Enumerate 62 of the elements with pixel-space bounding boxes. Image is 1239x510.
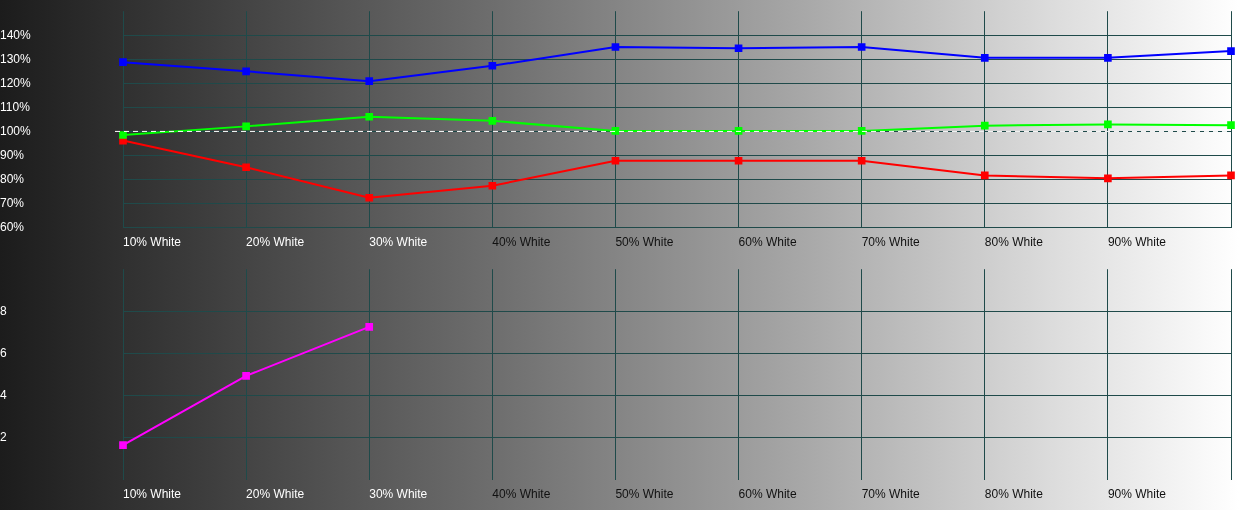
y-tick-label: 2 — [0, 429, 7, 444]
point — [242, 67, 250, 76]
point — [734, 44, 743, 53]
point — [119, 441, 127, 449]
x-tick-label: 10% White — [123, 235, 182, 250]
y-tick-label: 110% — [0, 99, 31, 114]
point — [1227, 121, 1235, 129]
point — [611, 43, 620, 51]
point — [365, 77, 374, 85]
point — [119, 131, 127, 139]
point — [857, 127, 866, 135]
y-tick-label: 80% — [0, 171, 25, 186]
point — [980, 121, 989, 130]
x-tick-label: 50% White — [615, 487, 674, 502]
point — [611, 156, 620, 165]
y-tick-label: 4 — [0, 387, 7, 402]
y-tick-label: 60% — [0, 219, 25, 234]
point — [365, 112, 374, 121]
x-tick-label: 50% White — [615, 235, 674, 250]
point — [1227, 47, 1235, 55]
y-tick-label: 130% — [0, 51, 32, 66]
y-tick-label: 70% — [0, 195, 25, 210]
point — [1104, 174, 1112, 183]
point — [611, 127, 620, 135]
point — [857, 156, 866, 165]
point — [980, 54, 989, 62]
x-tick-label: 40% White — [492, 487, 551, 502]
point — [119, 58, 127, 66]
x-tick-label: 30% White — [369, 235, 428, 250]
x-tick-label: 90% White — [1107, 235, 1167, 250]
x-tick-label: 80% White — [984, 487, 1044, 502]
x-tick-label: 60% White — [738, 487, 797, 502]
x-tick-label: 30% White — [369, 487, 428, 502]
x-tick-label: 70% White — [861, 487, 921, 502]
point — [365, 323, 374, 331]
point — [488, 181, 497, 190]
x-tick-label: 40% White — [492, 235, 551, 250]
point — [1104, 54, 1112, 62]
x-tick-label: 70% White — [861, 235, 921, 250]
x-tick-label: 10% White — [123, 487, 182, 502]
y-tick-label: 100% — [0, 123, 32, 138]
point — [242, 122, 250, 131]
x-tick-label: 60% White — [738, 235, 797, 250]
point — [857, 43, 866, 51]
x-tick-label: 90% White — [1107, 487, 1167, 502]
point — [488, 61, 497, 70]
point — [365, 193, 374, 202]
y-tick-label: 140% — [0, 27, 32, 42]
x-tick-label: 80% White — [984, 235, 1044, 250]
point — [734, 156, 743, 165]
x-tick-label: 20% White — [246, 235, 305, 250]
y-tick-label: 6 — [0, 345, 7, 360]
y-tick-label: 8 — [0, 303, 7, 318]
point — [980, 171, 989, 180]
point — [1104, 120, 1112, 129]
y-tick-label: 120% — [0, 75, 32, 90]
point — [1227, 171, 1235, 180]
point — [242, 372, 250, 380]
point — [488, 117, 497, 125]
x-tick-label: 20% White — [246, 487, 305, 502]
point — [242, 163, 250, 172]
y-tick-label: 90% — [0, 147, 25, 162]
